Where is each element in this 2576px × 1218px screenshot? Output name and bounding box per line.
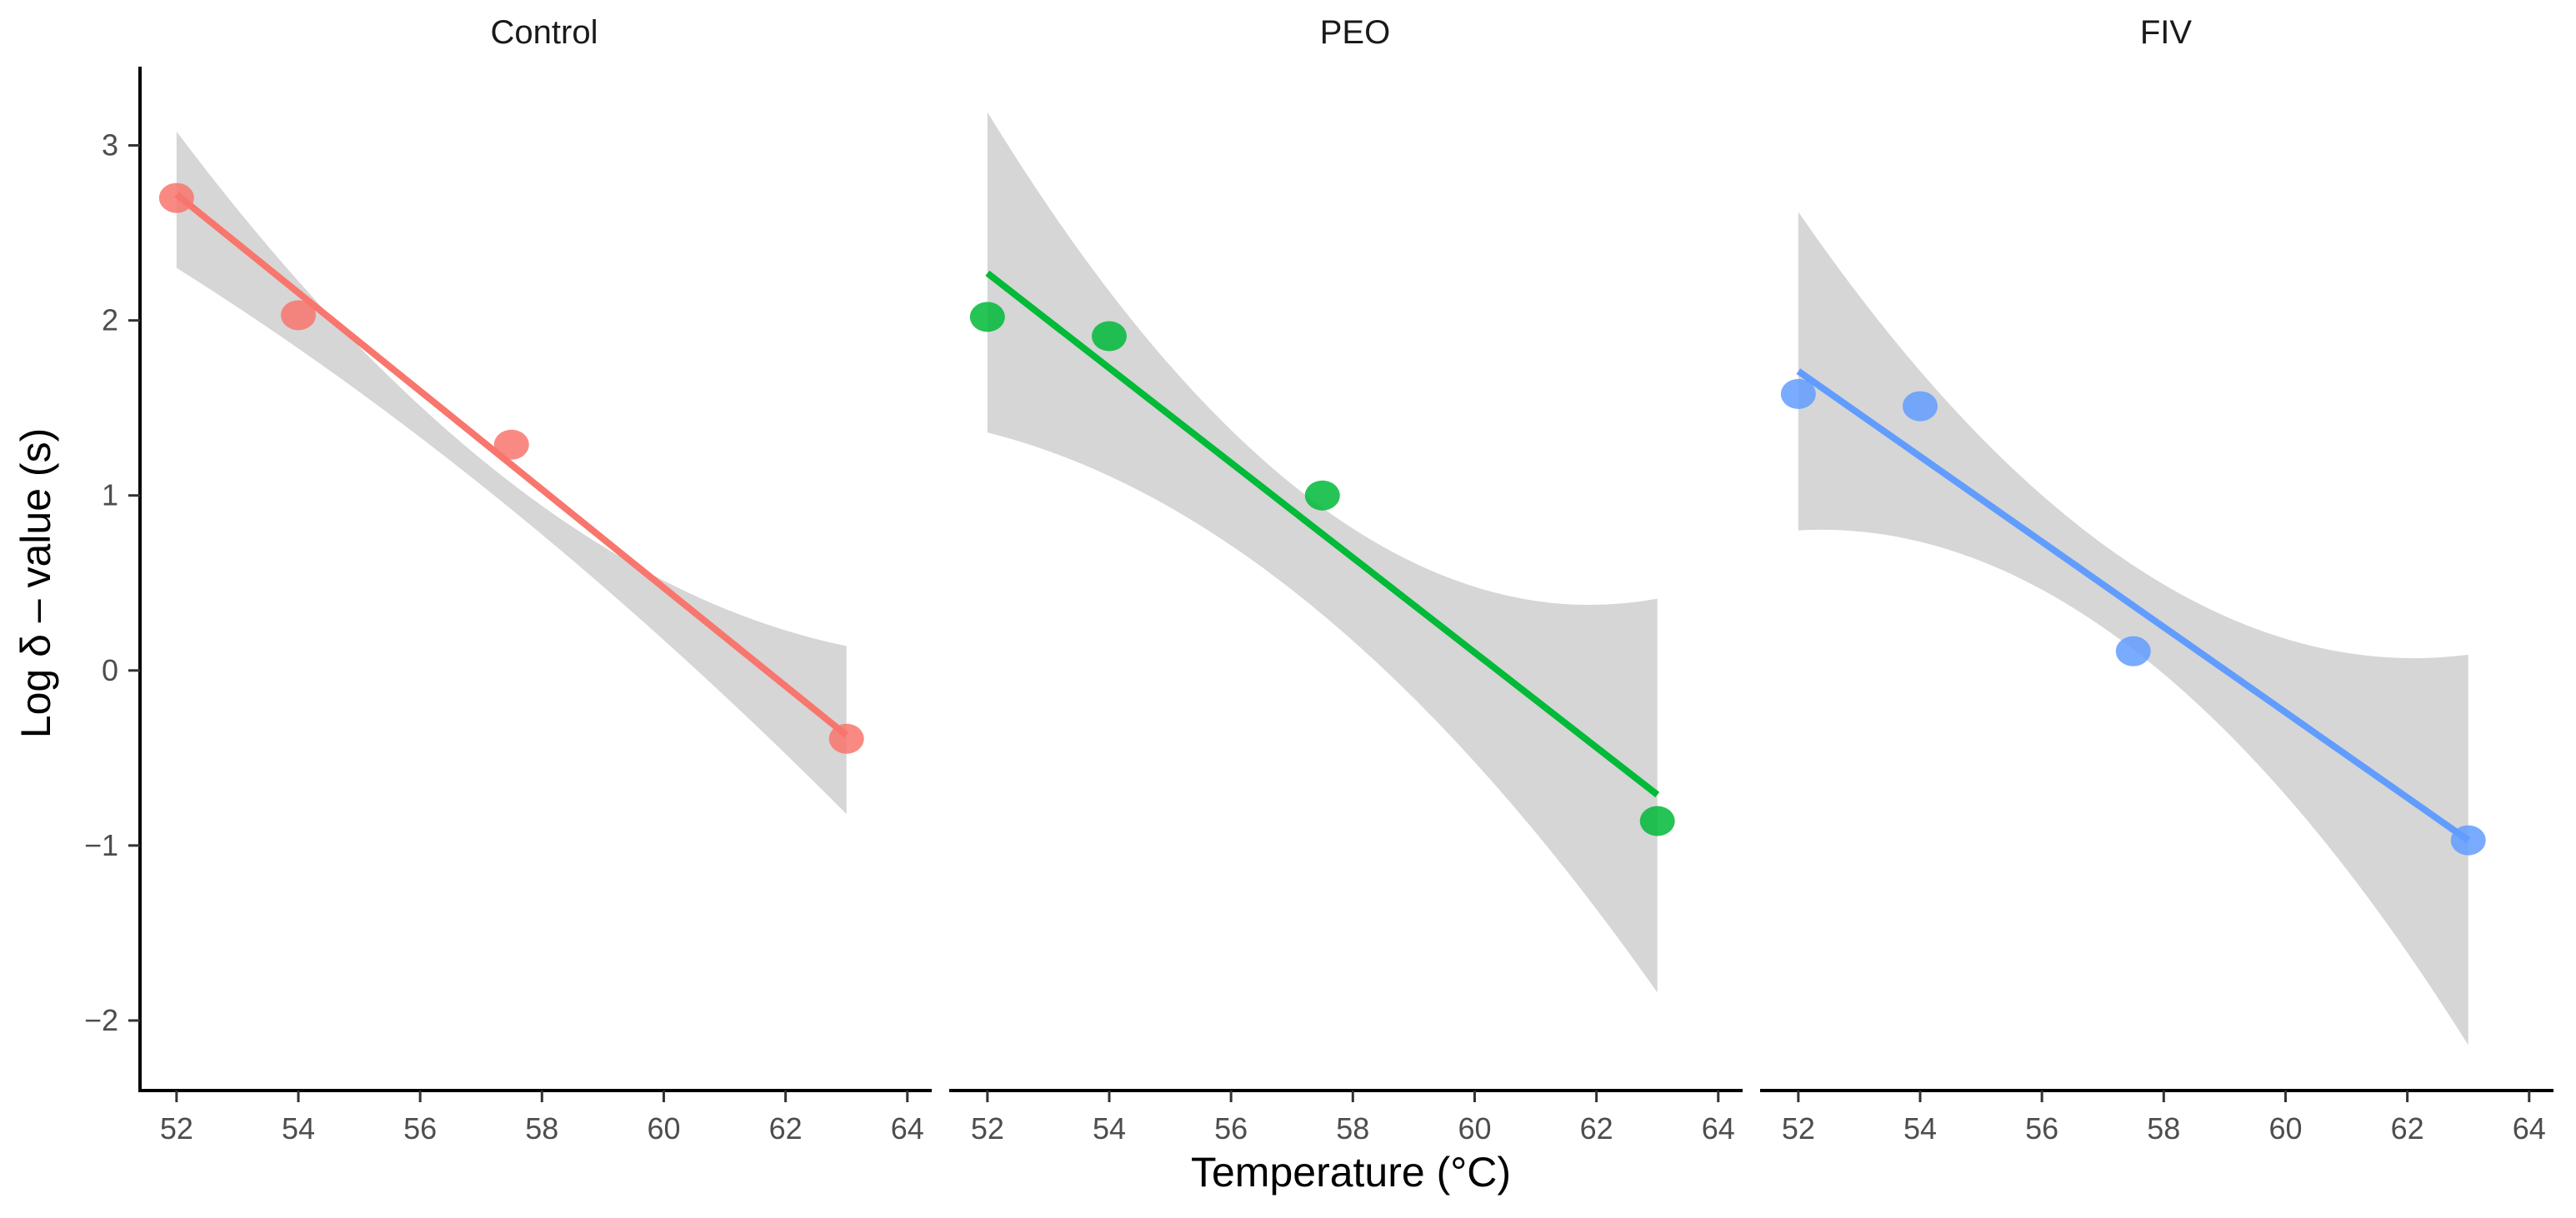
x-tick-label: 56 [1214, 1111, 1248, 1146]
data-point-control [828, 723, 864, 754]
x-tick-label: 56 [2025, 1111, 2058, 1146]
x-tick-label: 58 [525, 1111, 558, 1146]
x-axis-title: Temperature (°C) [1191, 1149, 1511, 1196]
y-axis-title: Log δ – value (s) [13, 428, 59, 738]
x-tick-label: 56 [403, 1111, 437, 1146]
data-point-peo [1092, 321, 1127, 352]
x-tick-label: 60 [647, 1111, 680, 1146]
facet-title-peo: PEO [1320, 14, 1390, 51]
y-tick-label: 3 [102, 128, 118, 162]
x-tick-label: 52 [160, 1111, 193, 1146]
y-tick-label: −2 [84, 1003, 118, 1037]
x-tick-label: 64 [2513, 1111, 2546, 1146]
fit-line-fiv [1796, 368, 2470, 843]
y-tick-label: 2 [102, 303, 118, 337]
x-tick-label: 58 [2147, 1111, 2180, 1146]
x-tick-label: 60 [1458, 1111, 1491, 1146]
x-tick-label: 62 [769, 1111, 803, 1146]
x-tick-label: 58 [1336, 1111, 1369, 1146]
data-point-peo [969, 302, 1005, 332]
data-point-fiv [2115, 636, 2151, 666]
x-tick-label: 54 [1903, 1111, 1937, 1146]
x-tick-label: 62 [1580, 1111, 1613, 1146]
facet-title-fiv: FIV [2140, 14, 2193, 51]
data-point-fiv [1780, 378, 1816, 409]
y-tick-label: 0 [102, 653, 118, 687]
y-tick-label: −1 [84, 828, 118, 862]
data-point-control [281, 300, 316, 331]
confidence-band-control [176, 131, 847, 815]
confidence-band-fiv [1798, 212, 2468, 1046]
facet-title-control: Control [491, 14, 598, 51]
x-tick-label: 62 [2391, 1111, 2424, 1146]
x-tick-label: 52 [1782, 1111, 1815, 1146]
confidence-band-peo [987, 112, 1658, 993]
x-tick-label: 64 [1702, 1111, 1735, 1146]
y-tick-label: 1 [102, 478, 118, 512]
x-tick-label: 64 [891, 1111, 924, 1146]
fit-line-control [174, 192, 849, 738]
x-tick-label: 52 [971, 1111, 1004, 1146]
x-tick-label: 54 [282, 1111, 315, 1146]
x-tick-label: 54 [1093, 1111, 1126, 1146]
data-point-control [158, 182, 194, 213]
data-point-fiv [2450, 825, 2486, 856]
data-point-fiv [1903, 391, 1938, 422]
data-point-peo [1304, 480, 1340, 511]
data-point-control [493, 429, 529, 460]
data-point-peo [1639, 806, 1675, 836]
fit-line-peo [985, 270, 1660, 798]
x-tick-label: 60 [2268, 1111, 2302, 1146]
